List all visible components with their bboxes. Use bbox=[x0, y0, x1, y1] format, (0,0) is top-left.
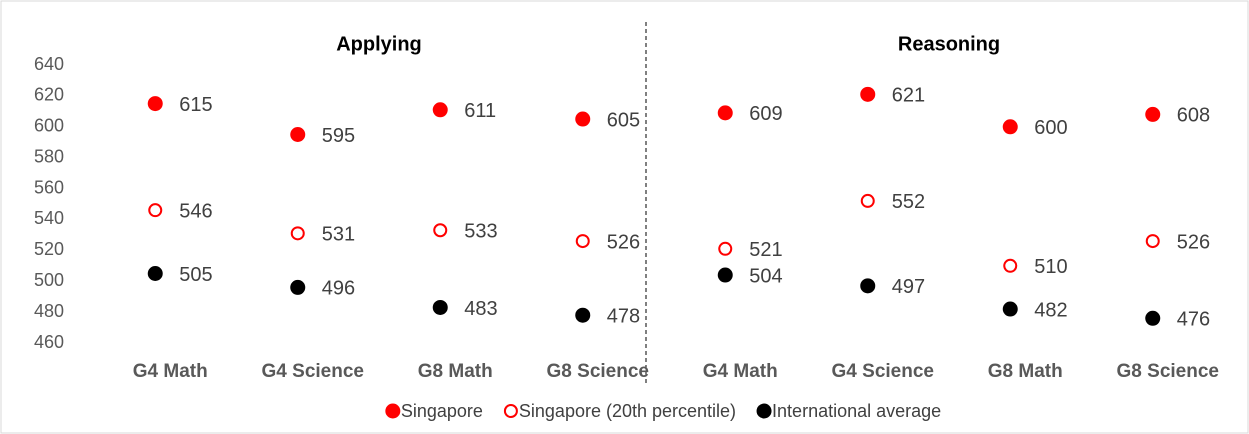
y-tick-label: 540 bbox=[34, 208, 64, 228]
data-label: 531 bbox=[322, 224, 355, 246]
dot bbox=[290, 226, 305, 241]
data-label: 476 bbox=[1177, 309, 1210, 331]
data-label: 605 bbox=[607, 109, 640, 131]
x-tick-label: G4 Science bbox=[262, 361, 364, 382]
x-tick-label: G8 Science bbox=[547, 361, 649, 382]
dot bbox=[1003, 258, 1018, 273]
y-tick-label: 480 bbox=[34, 301, 64, 321]
group-title: Reasoning bbox=[898, 33, 1000, 55]
legend-marker bbox=[385, 403, 401, 419]
x-tick-label: G8 Science bbox=[1117, 361, 1219, 382]
x-tick-label: G8 Math bbox=[988, 361, 1063, 382]
data-label: 510 bbox=[1034, 256, 1067, 278]
dot bbox=[432, 102, 448, 118]
y-tick-label: 620 bbox=[34, 85, 64, 105]
data-label: 600 bbox=[1034, 117, 1067, 139]
group-title: Applying bbox=[336, 33, 422, 55]
dot bbox=[575, 307, 591, 323]
dot bbox=[860, 193, 875, 208]
dot bbox=[290, 279, 306, 295]
data-label: 504 bbox=[749, 265, 782, 287]
data-label: 608 bbox=[1177, 105, 1210, 127]
data-label: 482 bbox=[1034, 299, 1067, 321]
data-label: 483 bbox=[464, 298, 497, 320]
data-label: 609 bbox=[749, 103, 782, 125]
dot bbox=[717, 105, 733, 121]
dot bbox=[1002, 119, 1018, 135]
dot bbox=[148, 203, 163, 218]
dot bbox=[718, 241, 733, 256]
x-tick-label: G4 Math bbox=[133, 361, 208, 382]
y-tick-label: 580 bbox=[34, 146, 64, 166]
dot bbox=[290, 127, 306, 142]
dot bbox=[860, 86, 876, 102]
y-tick-label: 500 bbox=[34, 270, 64, 290]
data-label: 526 bbox=[607, 231, 640, 253]
dot bbox=[1145, 106, 1161, 122]
data-label: 546 bbox=[179, 200, 212, 222]
y-tick-label: 600 bbox=[34, 116, 64, 136]
y-tick-label: 560 bbox=[34, 177, 64, 197]
data-label: 505 bbox=[179, 264, 212, 286]
data-label: 526 bbox=[1177, 231, 1210, 253]
data-label: 478 bbox=[607, 305, 640, 327]
dot bbox=[717, 267, 733, 283]
data-label: 615 bbox=[179, 94, 212, 116]
data-label: 611 bbox=[464, 100, 496, 122]
legend-label: Singapore bbox=[401, 401, 483, 421]
legend-label: International average bbox=[772, 401, 941, 421]
legend-marker bbox=[756, 403, 772, 419]
dot bbox=[1145, 234, 1160, 249]
dot bbox=[147, 266, 163, 281]
data-label: 552 bbox=[892, 191, 925, 213]
dot bbox=[1002, 301, 1018, 317]
dot bbox=[147, 96, 163, 112]
data-label: 621 bbox=[892, 85, 925, 107]
dot bbox=[433, 223, 448, 238]
data-label: 497 bbox=[892, 276, 925, 298]
dot bbox=[575, 234, 590, 249]
data-label: 533 bbox=[464, 221, 497, 243]
x-tick-label: G8 Math bbox=[418, 361, 493, 382]
dot bbox=[575, 111, 591, 127]
legend-marker bbox=[503, 404, 518, 418]
dot bbox=[1145, 310, 1161, 326]
legend-label: Singapore (20th percentile) bbox=[519, 401, 736, 421]
y-tick-label: 460 bbox=[34, 332, 64, 352]
x-tick-label: G4 Science bbox=[832, 361, 934, 382]
data-label: 496 bbox=[322, 278, 355, 300]
dot bbox=[432, 299, 448, 315]
y-tick-label: 520 bbox=[34, 239, 64, 259]
data-label: 595 bbox=[322, 125, 355, 147]
x-tick-label: G4 Math bbox=[703, 361, 778, 382]
y-tick-label: 640 bbox=[34, 54, 64, 74]
data-label: 521 bbox=[749, 239, 782, 261]
dot bbox=[860, 278, 876, 294]
